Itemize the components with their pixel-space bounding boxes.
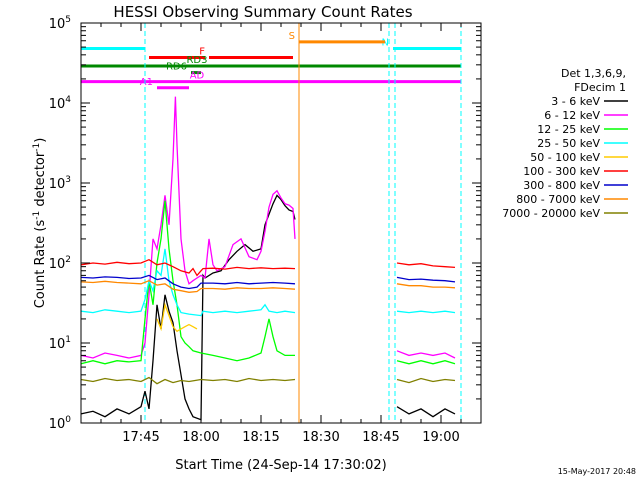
legend-label-12-25-kev: 12 - 25 keV	[537, 123, 600, 136]
flag-label-a1: A1	[140, 77, 153, 88]
chart-title: HESSI Observing Summary Count Rates	[113, 3, 412, 21]
legend-label-7000-20000-kev: 7000 - 20000 keV	[502, 207, 600, 220]
series-line-7000-20000-kev-1	[396, 377, 456, 384]
series-line-6-12-kev-0	[80, 96, 296, 359]
axes: 17:45 18:00 18:15 18:30 18:45 19:00 100 101 102 1…	[49, 15, 482, 445]
series-line-100-300-kev-1	[396, 262, 456, 269]
y-tick-label-2: 102	[49, 255, 71, 272]
y-axis-label-end: )	[33, 138, 48, 143]
flag-label-n: N	[382, 38, 389, 49]
y-tick-label-0: 100	[49, 415, 72, 432]
flag-label-rd3: RD3	[186, 55, 207, 66]
legend-label-300-800-kev: 300 - 800 keV	[523, 179, 600, 192]
series-line-800-7000-kev-0	[80, 279, 296, 293]
series-line-12-25-kev-0	[80, 200, 295, 365]
series-line-7000-20000-kev-0	[80, 376, 296, 385]
series-line-300-800-kev-0	[80, 274, 296, 290]
series-lines	[80, 96, 456, 421]
flag-label-rd6: RD6	[166, 62, 187, 73]
y-axis-label-sup1: -1	[32, 211, 42, 220]
y-axis-label: Count Rate (s-1 detector-1)	[32, 138, 48, 309]
series-line-6-12-kev-1	[396, 350, 456, 359]
y-tick-label-1: 101	[49, 335, 71, 352]
legend-label-25-50-kev: 25 - 50 keV	[537, 137, 600, 150]
flag-label-ad: AD	[190, 71, 205, 82]
y-axis-label-sup2: -1	[32, 143, 42, 152]
y-axis-label-main: Count Rate (s	[33, 220, 48, 309]
legend-label-800-7000-kev: 800 - 7000 keV	[516, 193, 600, 206]
x-tick-label-5: 19:00	[422, 430, 459, 445]
legend-label-100-300-kev: 100 - 300 keV	[523, 165, 600, 178]
legend-label-50-100-kev: 50 - 100 keV	[530, 151, 600, 164]
y-axis-label-mid: detector	[33, 151, 48, 211]
legend-header-line-2: FDecim 1	[574, 81, 626, 94]
footer-date: 15-May-2017 20:48	[558, 467, 636, 476]
x-tick-label-3: 18:30	[302, 430, 339, 445]
legend-label-6-12-kev: 6 - 12 keV	[544, 109, 600, 122]
flag-label-f: F	[199, 47, 205, 58]
series-line-25-50-kev-1	[396, 310, 456, 314]
y-tick-label-5: 105	[49, 15, 71, 32]
x-axis-label: Start Time (24-Sep-14 17:30:02)	[175, 458, 386, 473]
x-tick-label-2: 18:15	[242, 430, 279, 445]
series-line-3-6-kev-1	[396, 406, 456, 418]
legend-header-line-1: Det 1,3,6,9,	[561, 67, 626, 80]
y-tick-label-3: 103	[49, 175, 71, 192]
x-tick-label-4: 18:45	[362, 430, 399, 445]
series-line-50-100-kev-0	[156, 302, 198, 333]
series-line-3-6-kev-0	[80, 194, 296, 421]
series-line-300-800-kev-1	[396, 276, 456, 283]
legend-label-3-6-kev: 3 - 6 keV	[551, 95, 600, 108]
x-tick-label-0: 17:45	[122, 430, 159, 445]
y-tick-label-4: 104	[49, 95, 72, 112]
flag-label-s: S	[289, 31, 295, 42]
series-line-12-25-kev-1	[396, 360, 456, 365]
series-line-100-300-kev-0	[80, 258, 296, 277]
series-line-800-7000-kev-1	[396, 283, 456, 289]
series-line-25-50-kev-0	[80, 248, 296, 317]
vertical-markers	[144, 23, 462, 423]
x-tick-label-1: 18:00	[182, 430, 219, 445]
